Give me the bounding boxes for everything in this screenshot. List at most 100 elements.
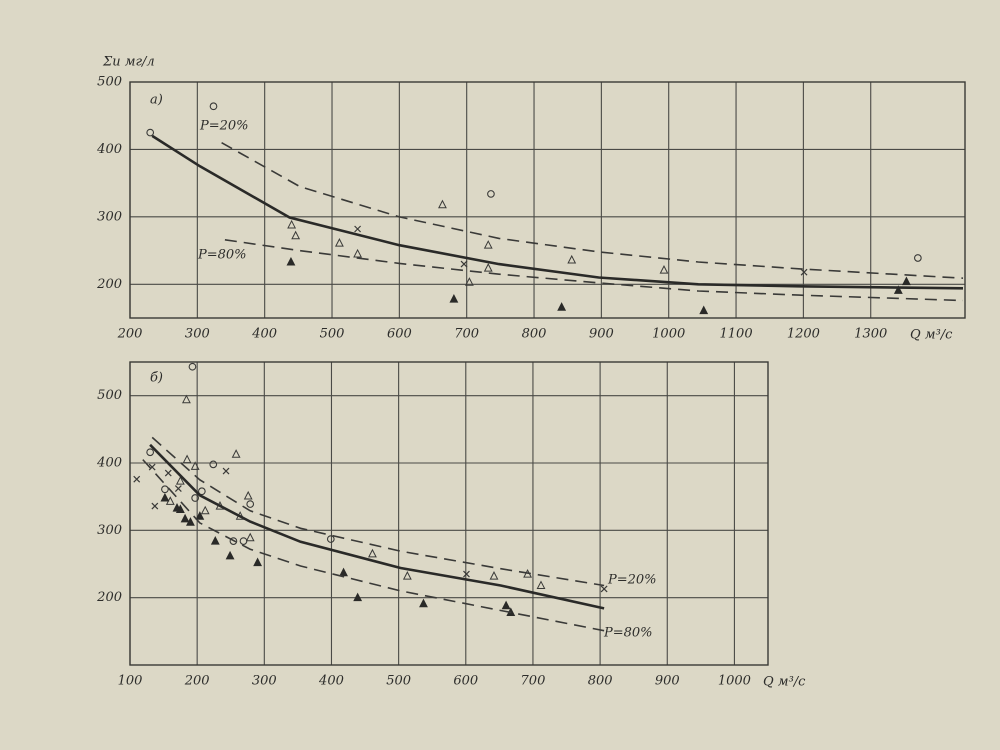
point-filled-triangle — [699, 305, 709, 315]
point-triangle — [368, 548, 377, 558]
point-filled-triangle — [419, 598, 428, 608]
curve — [151, 134, 964, 290]
point-filled-triangle — [195, 511, 205, 520]
point-circle — [198, 487, 206, 496]
x-tick-label: 700 — [521, 674, 546, 689]
point-circle — [188, 362, 197, 371]
point-triangle — [659, 265, 669, 274]
x-axis-label: Q м³/с — [763, 675, 806, 690]
point-cross — [164, 469, 172, 477]
y-tick-label: 500 — [97, 388, 122, 403]
point-triangle — [243, 490, 253, 500]
point-cross — [174, 485, 182, 493]
point-triangle — [402, 571, 412, 580]
annotation: P=20% — [607, 573, 657, 588]
point-filled-triangle — [501, 600, 511, 610]
y-tick-label: 300 — [97, 523, 122, 538]
point-filled-triangle — [557, 302, 567, 311]
point-cross — [463, 570, 470, 578]
x-tick-label: 1200 — [787, 327, 820, 342]
point-triangle — [483, 263, 493, 272]
x-tick-label: 1100 — [720, 327, 753, 342]
x-tick-label: 1300 — [854, 327, 887, 342]
x-tick-label: 200 — [117, 327, 143, 342]
point-circle — [487, 190, 495, 198]
y-axis-label: Σи мг/л — [102, 55, 155, 70]
curve — [142, 459, 605, 632]
curve — [224, 239, 964, 302]
point-triangle — [353, 248, 363, 258]
point-filled-triangle — [339, 567, 348, 577]
point-cross — [800, 268, 808, 276]
x-tick-label: 600 — [387, 327, 412, 342]
point-triangle — [181, 394, 191, 404]
x-tick-label: 300 — [185, 327, 210, 342]
point-filled-triangle — [225, 550, 235, 560]
x-tick-label: 800 — [522, 327, 547, 342]
curve — [221, 142, 964, 279]
point-filled-triangle — [893, 285, 903, 294]
panel-label: б) — [150, 371, 163, 386]
point-filled-triangle — [210, 536, 220, 545]
point-cross — [151, 502, 159, 510]
x-tick-label: 100 — [118, 674, 143, 689]
y-tick-label: 200 — [96, 590, 122, 605]
y-tick-label: 300 — [97, 209, 122, 224]
point-triangle — [182, 454, 192, 464]
x-tick-label: 300 — [252, 674, 277, 689]
point-triangle — [287, 219, 297, 229]
point-filled-triangle — [160, 492, 170, 502]
point-filled-triangle — [286, 256, 296, 266]
point-cross — [354, 225, 362, 233]
x-axis-label: Q м³/с — [910, 328, 953, 343]
point-circle — [209, 460, 218, 469]
plot-frame — [129, 361, 769, 666]
point-filled-triangle — [449, 294, 459, 303]
point-circle — [191, 494, 199, 502]
panel-label: а) — [150, 93, 163, 108]
x-tick-label: 800 — [588, 674, 613, 689]
point-cross — [222, 467, 230, 475]
plot-frame — [129, 81, 966, 319]
point-triangle — [536, 580, 546, 590]
y-tick-label: 400 — [96, 456, 122, 471]
x-tick-label: 500 — [386, 674, 411, 689]
curve — [151, 436, 605, 587]
point-triangle — [231, 449, 241, 458]
x-tick-label: 700 — [454, 327, 479, 342]
annotation: P=80% — [197, 248, 247, 263]
point-circle — [914, 254, 922, 262]
y-tick-label: 500 — [97, 75, 122, 90]
point-circle — [229, 537, 238, 545]
point-circle — [161, 485, 169, 494]
point-cross — [148, 463, 156, 471]
point-filled-triangle — [175, 504, 185, 513]
point-filled-triangle — [901, 276, 911, 286]
point-cross — [460, 260, 468, 268]
annotation: P=20% — [199, 119, 249, 134]
x-tick-label: 600 — [453, 674, 478, 689]
point-circle — [146, 128, 155, 137]
point-circle — [326, 535, 335, 543]
x-tick-label: 900 — [589, 327, 614, 342]
point-circle — [209, 102, 218, 111]
point-cross — [600, 585, 608, 593]
x-tick-label: 400 — [318, 674, 344, 689]
point-triangle — [175, 476, 185, 485]
point-triangle — [567, 254, 577, 264]
point-triangle — [489, 571, 499, 580]
x-tick-label: 500 — [320, 327, 345, 342]
point-triangle — [291, 230, 301, 240]
point-triangle — [200, 505, 210, 515]
point-triangle — [483, 240, 493, 249]
x-tick-label: 1000 — [652, 327, 685, 342]
y-tick-label: 200 — [96, 277, 122, 292]
point-filled-triangle — [186, 517, 195, 526]
x-tick-label: 1000 — [718, 674, 751, 689]
point-cross — [133, 475, 141, 483]
curve — [149, 443, 605, 610]
x-tick-label: 200 — [184, 674, 210, 689]
point-triangle — [438, 199, 447, 209]
point-filled-triangle — [253, 557, 263, 567]
